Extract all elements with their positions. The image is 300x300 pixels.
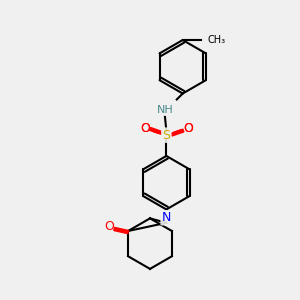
Text: O: O [140, 122, 150, 135]
Text: CH₃: CH₃ [208, 35, 226, 45]
Text: O: O [183, 122, 193, 135]
Text: NH: NH [157, 105, 173, 115]
Text: N: N [162, 211, 171, 224]
Text: O: O [183, 122, 193, 135]
Text: O: O [140, 122, 150, 135]
Text: O: O [104, 220, 114, 233]
Text: S: S [162, 129, 170, 142]
